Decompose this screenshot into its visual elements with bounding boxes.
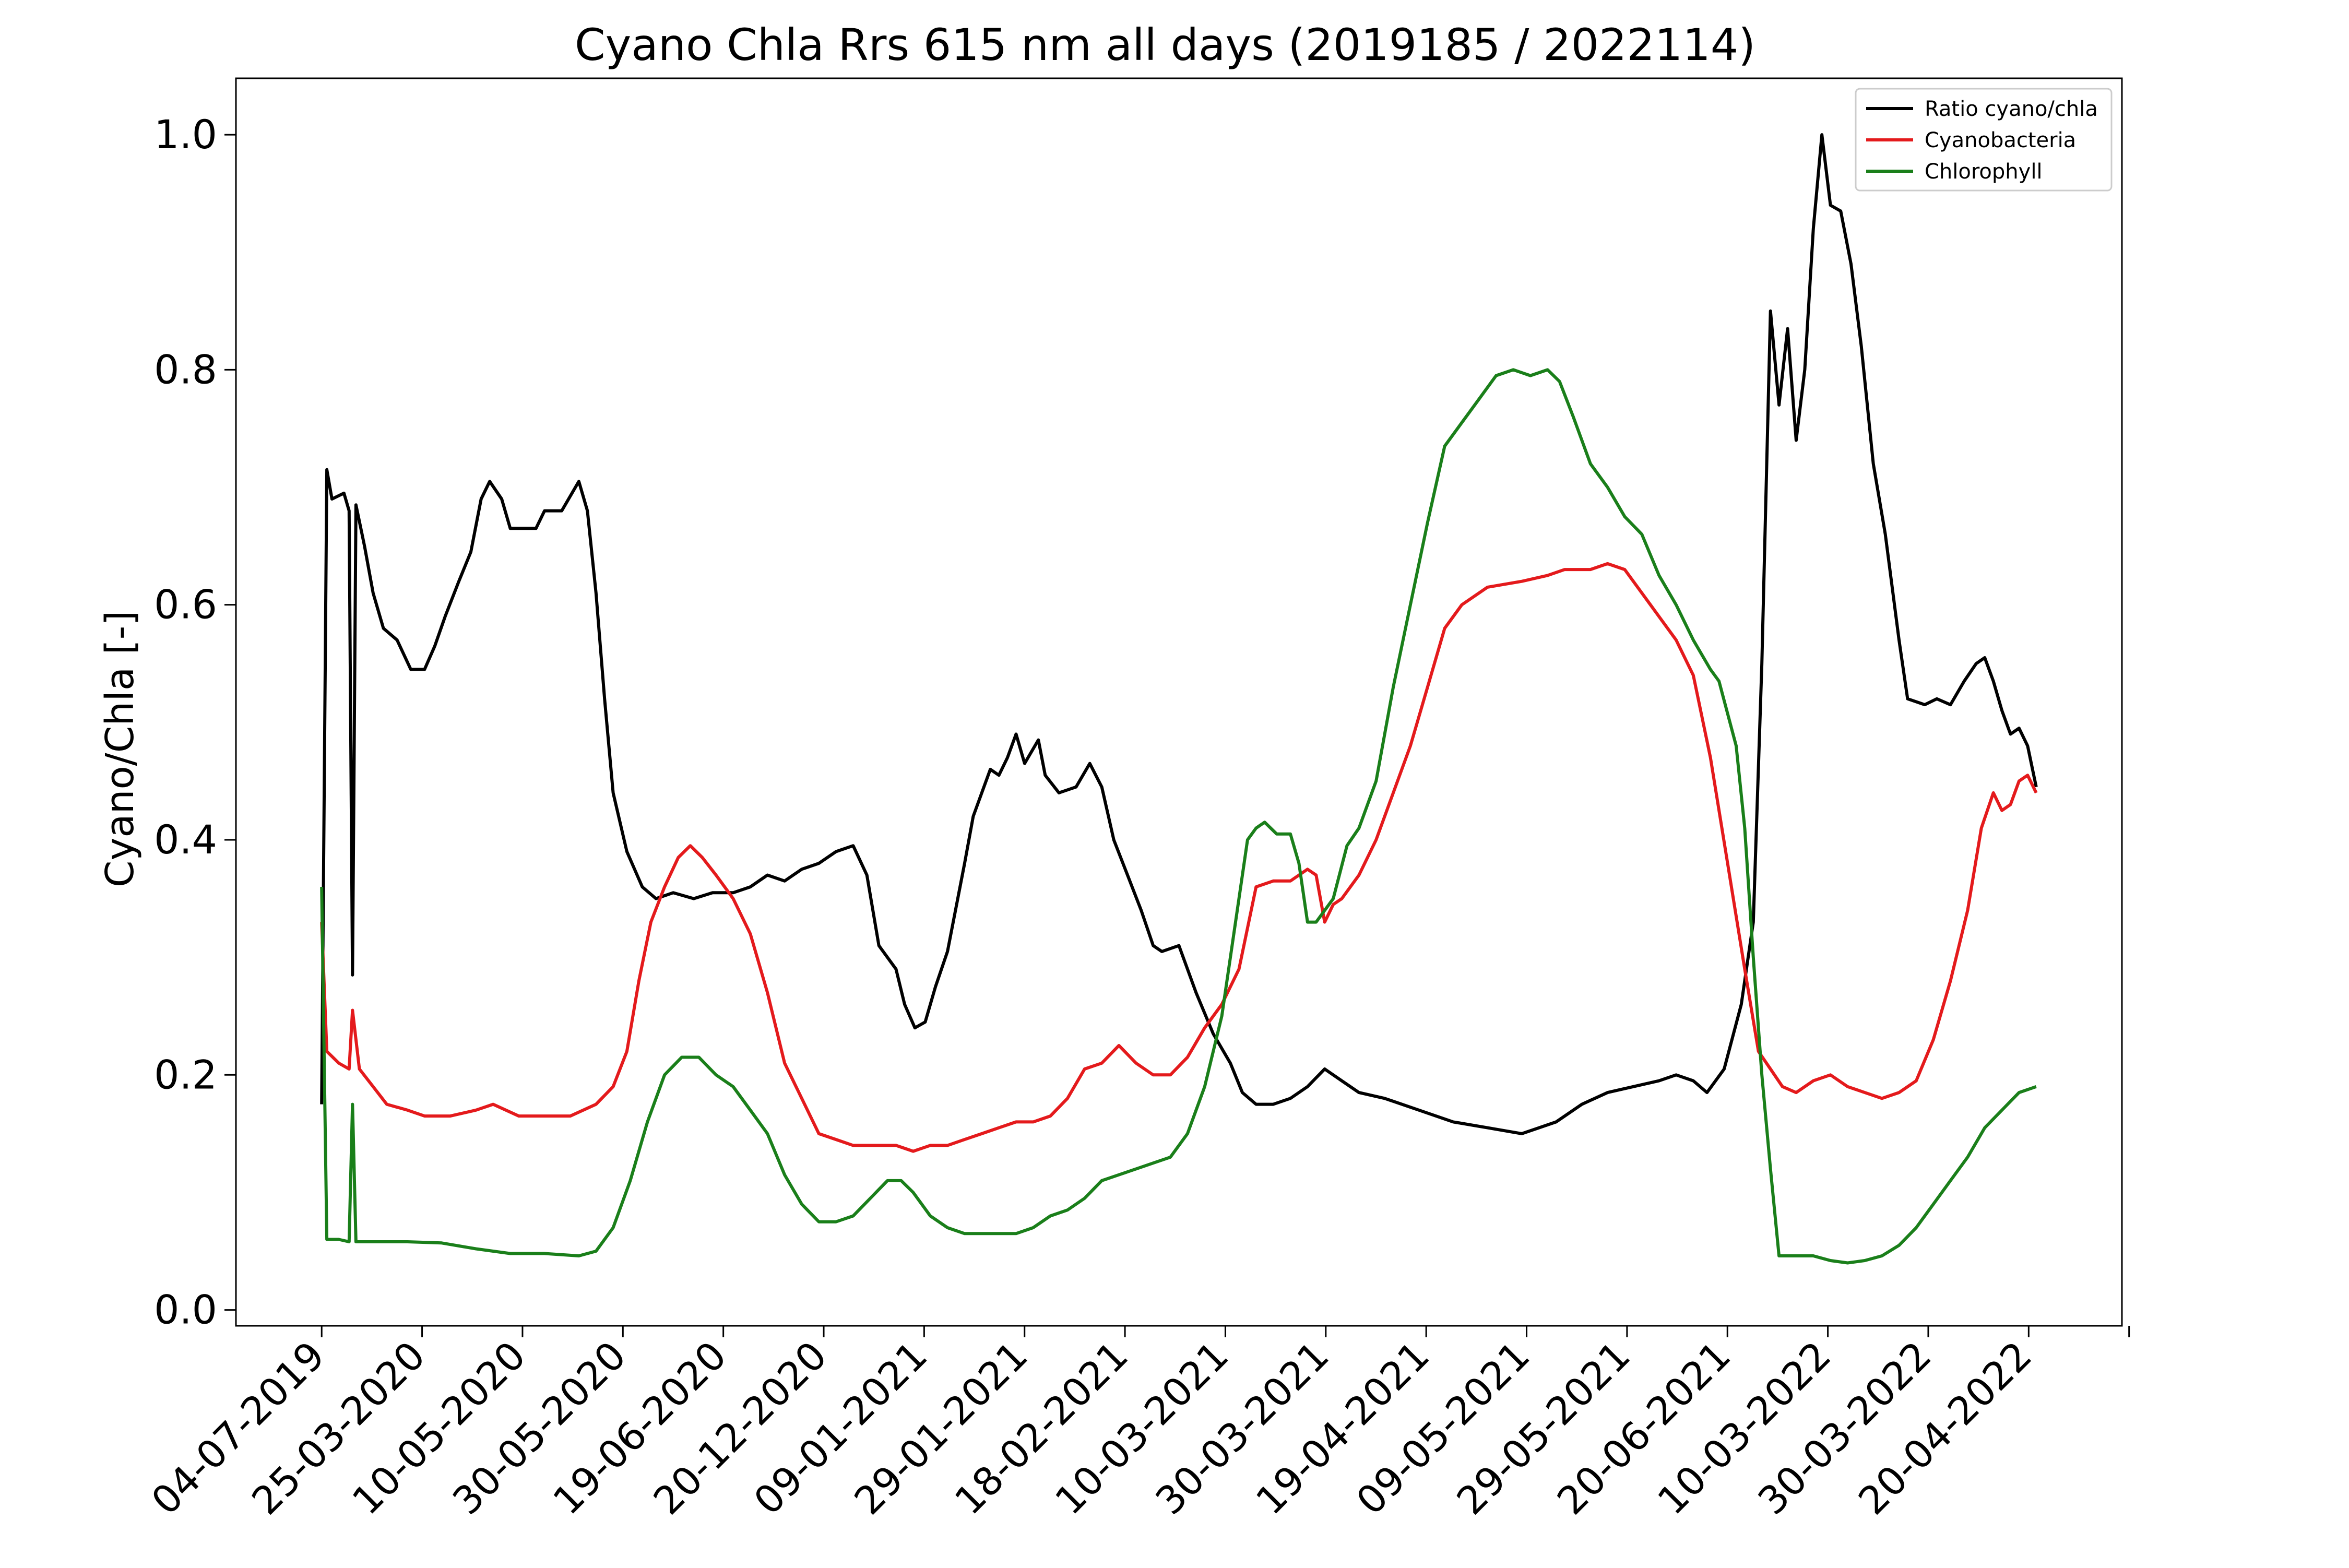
y-tick-label: 0.6 <box>154 581 217 628</box>
legend: Ratio cyano/chla Cyanobacteria Chlorophyll <box>1855 88 2113 192</box>
plot-area-frame <box>235 77 2123 1327</box>
legend-label: Ratio cyano/chla <box>1925 97 2098 121</box>
legend-box <box>1855 88 2113 192</box>
y-tick-label: 0.4 <box>154 816 217 863</box>
y-axis-label: Cyano/Chla [-] <box>98 611 143 887</box>
legend-label: Chlorophyll <box>1925 160 2043 184</box>
series-line-2 <box>320 368 2037 1265</box>
legend-label: Cyanobacteria <box>1925 128 2076 152</box>
y-tick-label: 0.8 <box>154 346 217 393</box>
chart-title: Cyano Chla Rrs 615 nm all days (2019185 … <box>575 19 1755 70</box>
series-layer <box>320 133 2038 1265</box>
series-line-1 <box>320 562 2038 1153</box>
y-axis: 0.0 0.2 0.4 0.6 0.8 1.0 <box>154 111 236 1333</box>
y-tick-label: 1.0 <box>154 111 217 158</box>
y-tick-label: 0.2 <box>154 1051 217 1098</box>
y-tick-label: 0.0 <box>154 1287 217 1333</box>
series-line-0 <box>320 133 2038 1135</box>
